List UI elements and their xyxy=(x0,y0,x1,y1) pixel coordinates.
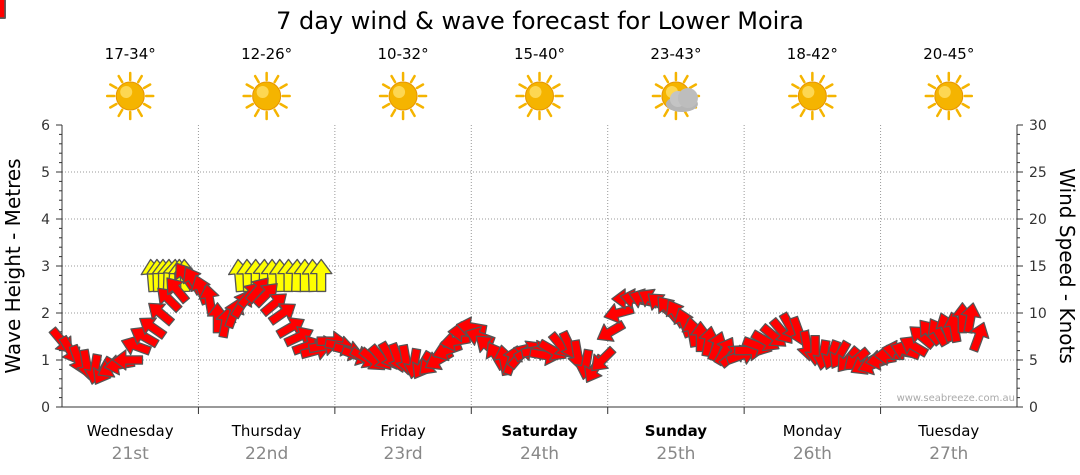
day-date-thursday: 22nd xyxy=(245,444,288,464)
temp-range: 10-32° xyxy=(378,45,429,63)
day-labels: Wednesday 21st Thursday 22nd Friday 23rd Satur… xyxy=(87,422,980,464)
day-name-monday: Monday xyxy=(783,422,842,440)
day-date-friday: 23rd xyxy=(384,444,423,464)
wind-arrow xyxy=(0,0,6,19)
day-date-tuesday: 27th xyxy=(929,444,968,464)
day-date-wednesday: 21st xyxy=(112,444,149,464)
temp-range: 18-42° xyxy=(787,45,838,63)
left-axis-label: Wave Height - Metres xyxy=(1,158,25,373)
left-tick-label: 5 xyxy=(41,165,50,181)
left-tick-label: 1 xyxy=(41,353,50,369)
wind-series xyxy=(0,0,990,385)
right-tick-label: 10 xyxy=(1029,306,1047,322)
wind-arrow xyxy=(960,302,982,334)
day-date-sunday: 25th xyxy=(656,444,695,464)
wind-arrow xyxy=(603,303,635,324)
day-name-tuesday: Tuesday xyxy=(917,422,979,440)
left-tick-label: 6 xyxy=(41,118,50,134)
right-axis-label: Wind Speed - Knots xyxy=(1055,168,1079,364)
chart-title: 7 day wind & wave forecast for Lower Moi… xyxy=(276,7,804,35)
wind-arrow xyxy=(139,317,168,340)
sun-icon xyxy=(378,71,428,121)
wind-arrow xyxy=(166,277,191,305)
right-tick-label: 25 xyxy=(1029,165,1047,181)
left-tick-label: 3 xyxy=(41,259,50,275)
right-tick-label: 0 xyxy=(1029,400,1038,416)
left-axis-ticks: 0 1 2 3 4 5 6 xyxy=(41,118,62,416)
sun-icon xyxy=(105,71,155,121)
wind-arrow xyxy=(969,321,990,353)
right-tick-label: 5 xyxy=(1029,353,1038,369)
right-tick-label: 15 xyxy=(1029,259,1047,275)
day-date-saturday: 24th xyxy=(520,444,559,464)
temp-range: 17-34° xyxy=(105,45,156,63)
day-name-sunday: Sunday xyxy=(645,422,708,440)
wind-arrow xyxy=(591,345,617,372)
day-name-thursday: Thursday xyxy=(231,422,302,440)
right-tick-label: 20 xyxy=(1029,212,1047,228)
right-axis-ticks: 0 5 10 15 20 25 30 xyxy=(1017,118,1047,416)
sun-cloud-icon xyxy=(651,71,701,121)
day-date-monday: 26th xyxy=(793,444,832,464)
right-tick-label: 30 xyxy=(1029,118,1047,134)
wave-arrow xyxy=(309,258,333,293)
wind-arrow xyxy=(111,349,144,371)
watermark: www.seabreeze.com.au xyxy=(897,393,1015,404)
day-name-wednesday: Wednesday xyxy=(87,422,174,440)
temp-range: 20-45° xyxy=(923,45,974,63)
day-name-friday: Friday xyxy=(380,422,426,440)
left-tick-label: 4 xyxy=(41,212,50,228)
grid-lines xyxy=(61,125,1018,414)
weather-row: 17-34° 12-26° 10-32° 15-40° 23-43° 18-42° 20-4… xyxy=(105,45,974,121)
temp-range: 23-43° xyxy=(650,45,701,63)
left-tick-label: 2 xyxy=(41,306,50,322)
cloud-shape xyxy=(665,88,698,112)
temp-range: 12-26° xyxy=(241,45,292,63)
sun-icon xyxy=(924,71,974,121)
sun-icon xyxy=(788,71,837,121)
day-name-saturday: Saturday xyxy=(501,422,578,440)
sun-icon xyxy=(242,71,291,121)
sun-icon xyxy=(515,71,564,121)
left-tick-label: 0 xyxy=(41,400,50,416)
wind-arrow xyxy=(148,302,175,327)
wind-arrow xyxy=(596,320,627,342)
temp-range: 15-40° xyxy=(514,45,565,63)
